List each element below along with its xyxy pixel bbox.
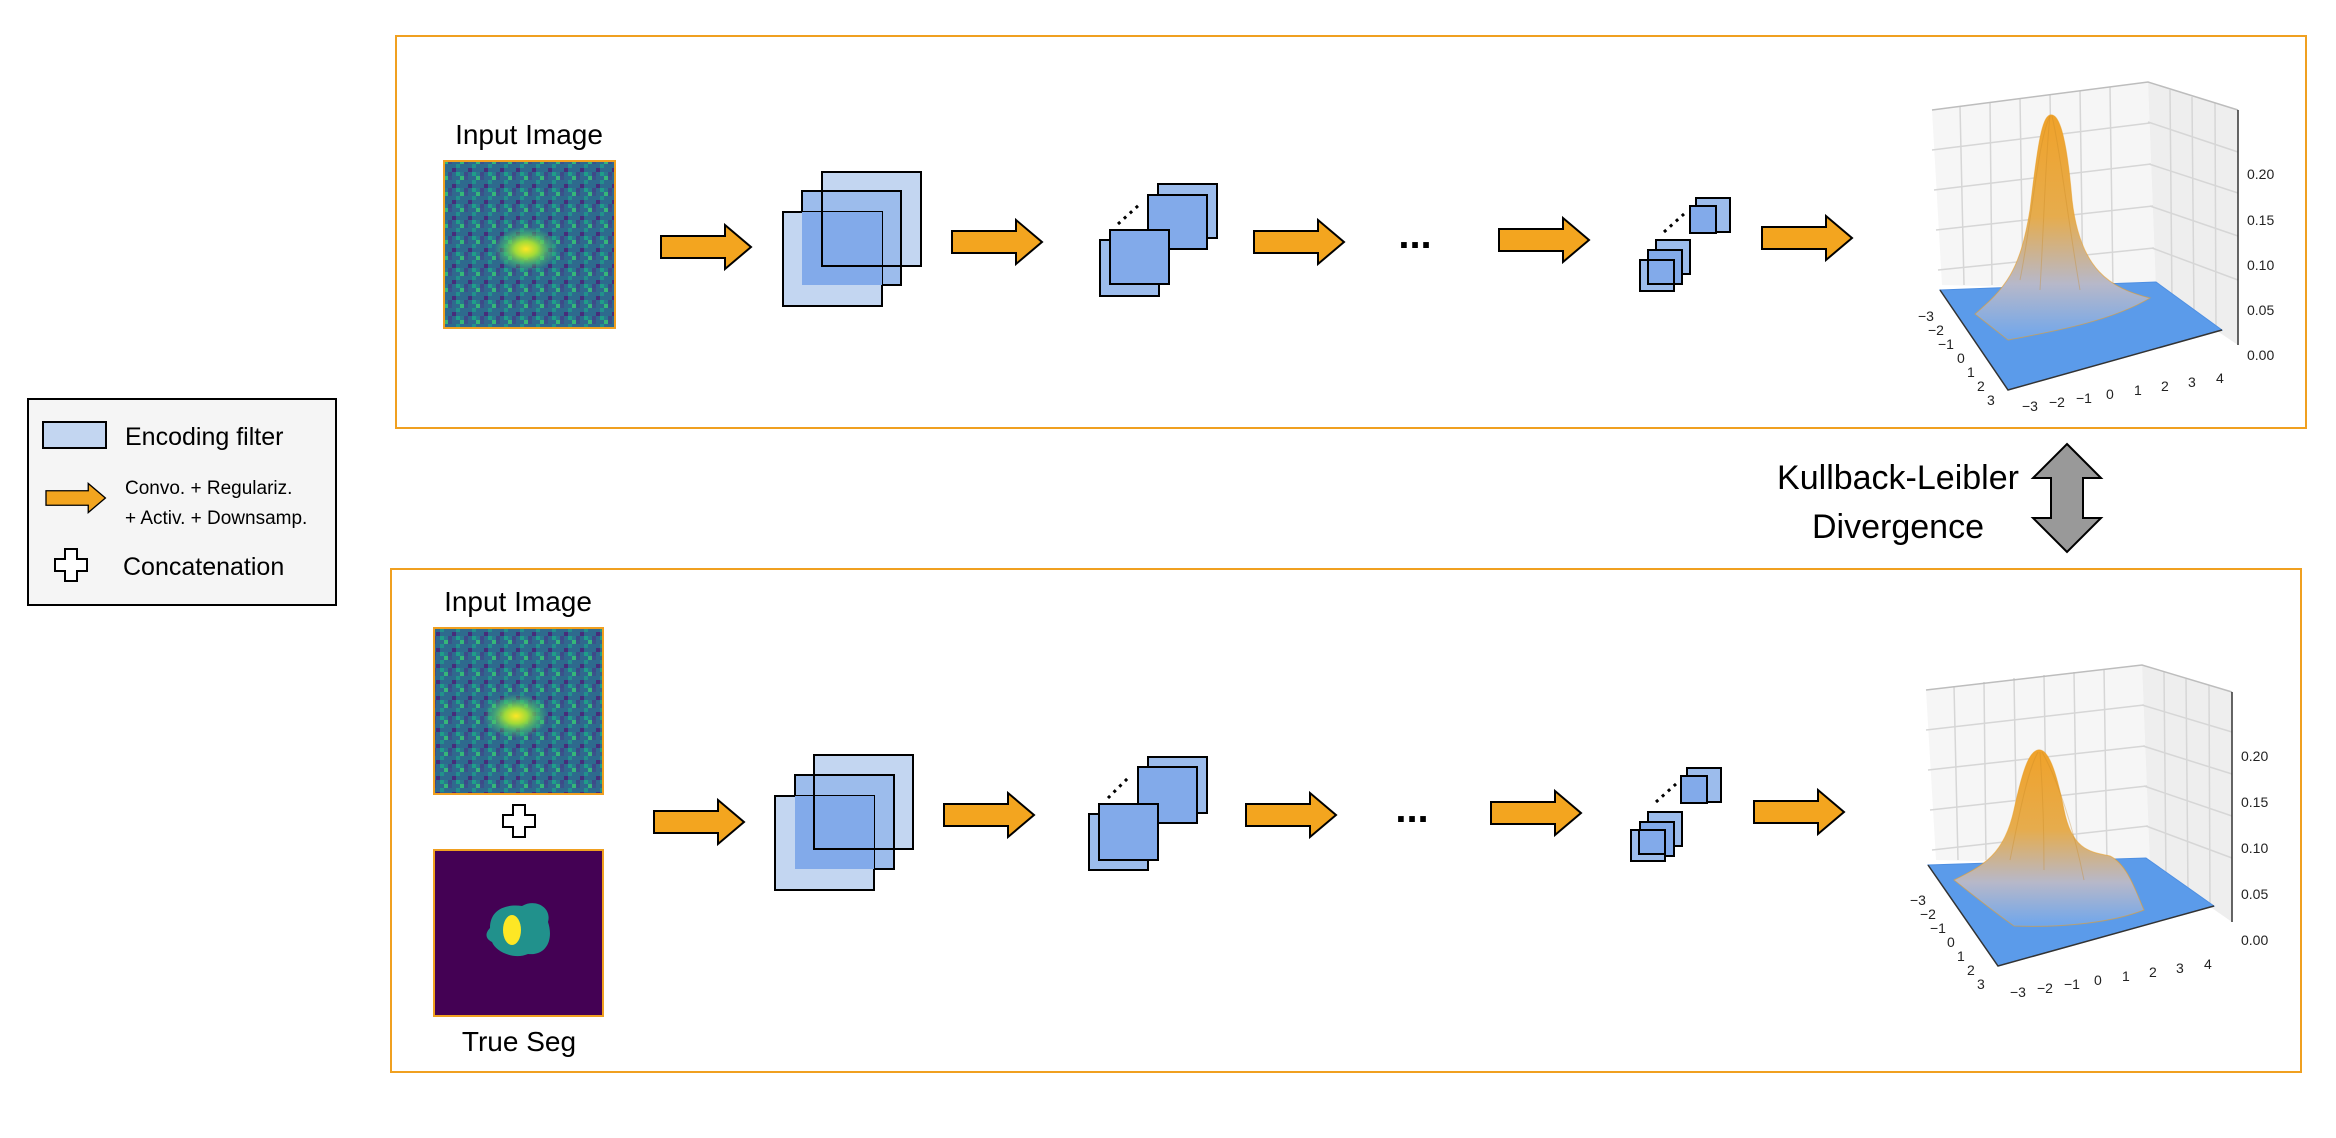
top-x-tick-3: 0 xyxy=(2106,386,2114,402)
seg-core xyxy=(503,915,521,945)
bottom-x-tick-6: 3 xyxy=(2176,960,2184,976)
top-arrow-4 xyxy=(1498,217,1590,263)
bottom-input-image xyxy=(433,627,604,795)
bottom-gaussian-plot: 0.20 0.15 0.10 0.05 0.00 −3 −2 −1 0 1 2 … xyxy=(1910,664,2268,1000)
bottom-y-tick-2: −1 xyxy=(1930,920,1946,936)
bottom-z-tick-1: 0.15 xyxy=(2241,794,2268,810)
top-x-tick-0: −3 xyxy=(2022,398,2038,414)
legend-arrow-label-line1: Convo. + Regulariz. xyxy=(125,478,292,499)
kl-double-arrow-icon xyxy=(2030,442,2104,554)
bottom-y-tick-5: 2 xyxy=(1967,962,1975,978)
top-y-tick-4: 1 xyxy=(1967,364,1975,380)
top-y-tick-6: 3 xyxy=(1987,392,1995,408)
bottom-arrow-4 xyxy=(1490,790,1582,836)
top-ellipsis: ... xyxy=(1398,213,1431,257)
bottom-y-tick-6: 3 xyxy=(1977,976,1985,992)
top-x-tick-2: −1 xyxy=(2076,390,2092,406)
legend-arrow-label-line2: + Activ. + Downsamp. xyxy=(125,508,307,529)
kl-divergence: Kullback-Leibler Divergence xyxy=(1777,442,2104,554)
top-x-tick-4: 1 xyxy=(2134,382,2142,398)
bottom-z-tick-3: 0.05 xyxy=(2241,886,2268,902)
top-z-tick-2: 0.10 xyxy=(2247,257,2274,273)
bottom-panel-frame xyxy=(390,568,2302,1073)
top-y-tick-3: 0 xyxy=(1957,350,1965,366)
top-filter-stack-3 xyxy=(1639,197,1731,292)
encoding-filter-swatch xyxy=(42,421,107,449)
concatenation-icon xyxy=(54,548,88,582)
top-filter-stack-1 xyxy=(782,171,922,307)
top-x-tick-6: 3 xyxy=(2188,374,2196,390)
top-arrow-1 xyxy=(660,224,752,270)
bottom-ellipsis: ... xyxy=(1395,787,1428,831)
bottom-y-tick-3: 0 xyxy=(1947,934,1955,950)
true-seg-label: True Seg xyxy=(462,1026,576,1057)
bottom-y-tick-0: −3 xyxy=(1910,892,1926,908)
top-surface-peak xyxy=(1974,114,2152,341)
bottom-surface-peak xyxy=(1953,749,2145,927)
top-z-tick-3: 0.05 xyxy=(2247,302,2274,318)
top-input-label: Input Image xyxy=(455,119,603,150)
bottom-arrow-5 xyxy=(1753,789,1845,835)
bottom-z-tick-2: 0.10 xyxy=(2241,840,2268,856)
bottom-z-tick-4: 0.00 xyxy=(2241,932,2268,948)
top-gaussian-plot: 0.20 0.15 0.10 0.05 0.00 −3 −2 −1 0 1 2 … xyxy=(1918,81,2274,414)
legend: Encoding filter Convo. + Regulariz. + Ac… xyxy=(27,398,337,606)
bottom-filter-stack-3 xyxy=(1630,767,1722,862)
top-arrow-2 xyxy=(951,219,1043,265)
top-x-tick-1: −2 xyxy=(2049,394,2065,410)
top-panel-frame xyxy=(395,35,2307,429)
bottom-x-tick-1: −2 xyxy=(2037,980,2053,996)
bottom-filter-stack-1 xyxy=(774,754,914,891)
concatenation-symbol-icon xyxy=(502,804,536,838)
top-y-tick-1: −2 xyxy=(1928,322,1944,338)
top-z-tick-4: 0.00 xyxy=(2247,347,2274,363)
bottom-filter-stack-2 xyxy=(1088,756,1208,871)
top-y-tick-0: −3 xyxy=(1918,308,1934,324)
legend-concatenation-label: Concatenation xyxy=(123,553,284,581)
top-z-tick-1: 0.15 xyxy=(2247,212,2274,228)
bottom-arrow-1 xyxy=(653,799,745,845)
kl-label-line2: Divergence xyxy=(1812,508,1984,546)
top-x-tick-5: 2 xyxy=(2161,378,2169,394)
true-seg-image xyxy=(433,849,604,1017)
top-arrow-5 xyxy=(1761,215,1853,261)
top-x-tick-7: 4 xyxy=(2216,370,2224,386)
top-y-tick-5: 2 xyxy=(1977,378,1985,394)
bottom-x-tick-4: 1 xyxy=(2122,968,2130,984)
top-z-tick-0: 0.20 xyxy=(2247,166,2274,182)
bottom-x-tick-3: 0 xyxy=(2094,972,2102,988)
top-y-tick-2: −1 xyxy=(1938,336,1954,352)
top-filter-stack-2 xyxy=(1099,183,1218,297)
bottom-y-tick-1: −2 xyxy=(1920,906,1936,922)
kl-label-line1: Kullback-Leibler xyxy=(1777,459,2019,497)
bottom-x-tick-2: −1 xyxy=(2064,976,2080,992)
bottom-z-tick-0: 0.20 xyxy=(2241,748,2268,764)
bottom-arrow-2 xyxy=(943,792,1035,838)
bottom-x-tick-0: −3 xyxy=(2010,984,2026,1000)
legend-encoding-filter-label: Encoding filter xyxy=(125,423,283,451)
bottom-x-tick-7: 4 xyxy=(2204,956,2212,972)
top-arrow-3 xyxy=(1253,219,1345,265)
bottom-x-tick-5: 2 xyxy=(2149,964,2157,980)
bottom-input-label: Input Image xyxy=(444,586,592,617)
top-panel: Input Image ... xyxy=(395,35,2307,429)
bottom-panel: Input Image True Seg xyxy=(390,568,2302,1073)
bottom-arrow-3 xyxy=(1245,792,1337,838)
bottom-y-tick-4: 1 xyxy=(1957,948,1965,964)
top-input-image xyxy=(443,160,616,329)
